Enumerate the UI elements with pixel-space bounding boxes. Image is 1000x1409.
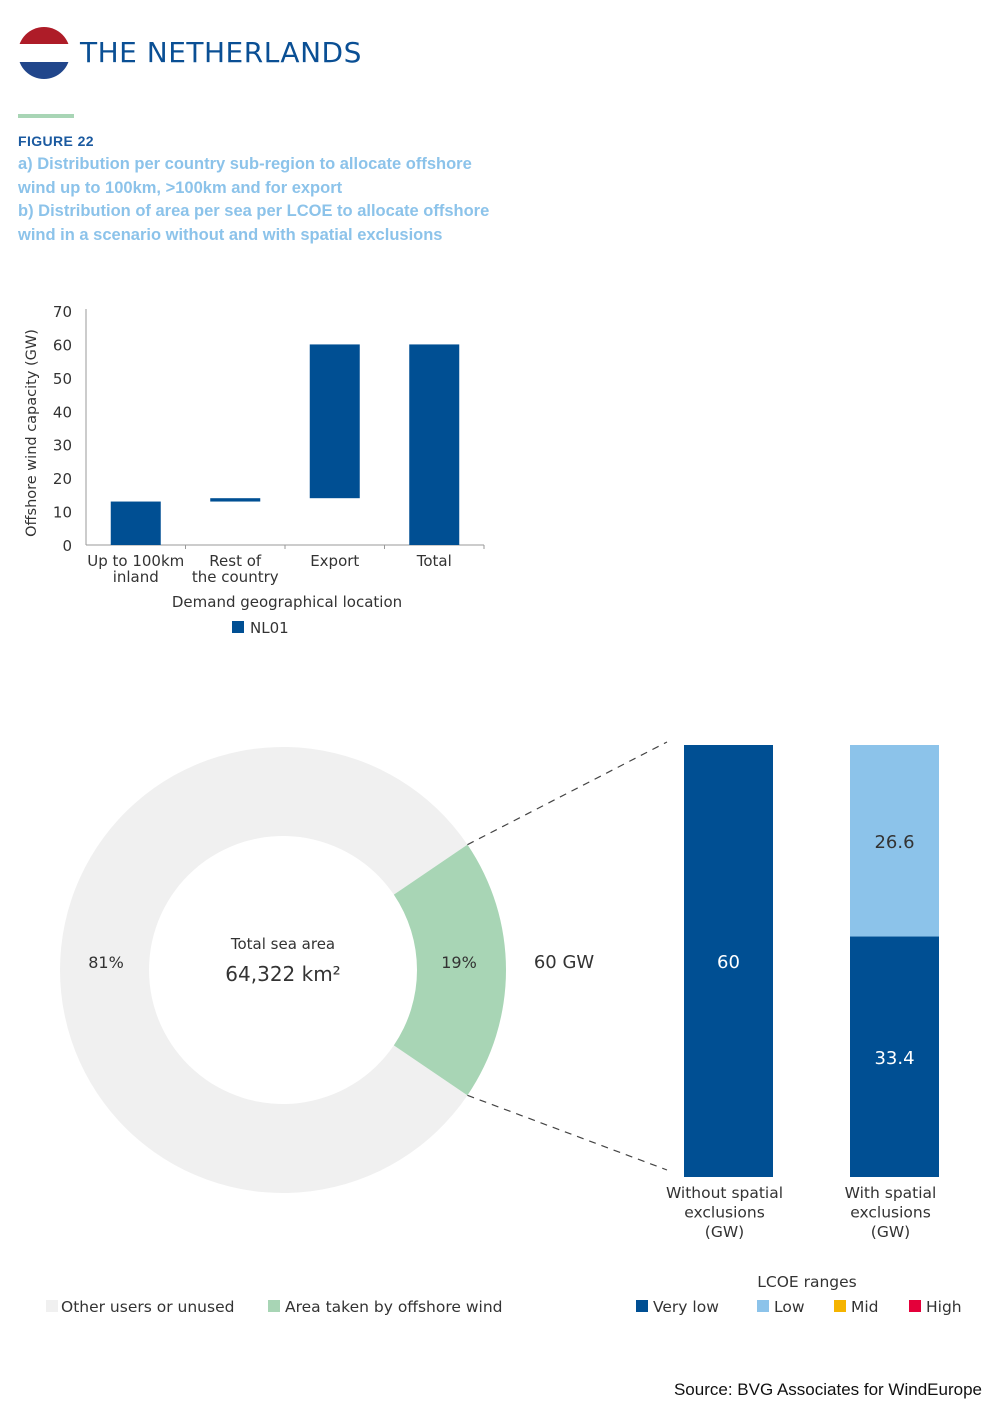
flag-stripe-red — [18, 27, 70, 45]
x-tick-label: exclusions — [684, 1204, 765, 1222]
donut-callout: 60 GW — [534, 952, 595, 973]
legend-swatch — [757, 1300, 769, 1312]
flag-stripe-blue — [18, 61, 70, 79]
stacked-bar-segment — [684, 745, 773, 1177]
stacked-bar-segment — [850, 745, 939, 937]
legend-label: High — [926, 1298, 962, 1316]
x-tick-label: (GW) — [705, 1223, 744, 1241]
netherlands-flag-icon — [18, 27, 70, 79]
y-tick-label: 20 — [53, 470, 72, 488]
legend-swatch — [834, 1300, 846, 1312]
donut-label-other: 81% — [88, 953, 124, 972]
legend-swatch — [232, 621, 244, 633]
y-tick-label: 40 — [53, 403, 72, 421]
accent-divider — [18, 114, 74, 118]
bar — [309, 344, 360, 499]
donut-center-value: 64,322 km² — [225, 962, 340, 986]
donut-slice-offshore — [393, 844, 506, 1096]
legend-swatch — [909, 1300, 921, 1312]
figure-caption-b: b) Distribution of area per sea per LCOE… — [18, 202, 490, 244]
x-axis-title: Demand geographical location — [172, 593, 402, 611]
x-tick-label: Total — [416, 552, 452, 570]
legend-swatch — [46, 1300, 58, 1312]
bar — [210, 498, 261, 502]
x-tick-label: (GW) — [871, 1223, 910, 1241]
y-axis-title: Offshore wind capacity (GW) — [24, 329, 40, 537]
connector-line-top — [467, 741, 668, 846]
x-tick-label: With spatial — [845, 1184, 937, 1202]
bar-value-label: 60 — [717, 952, 740, 973]
legend-label: Low — [774, 1298, 805, 1316]
legend-swatch — [268, 1300, 280, 1312]
x-tick-label: the country — [192, 568, 279, 586]
connector-line-bottom — [467, 1094, 668, 1171]
legend-title: LCOE ranges — [757, 1273, 857, 1291]
x-tick-label: Rest of — [209, 552, 262, 570]
legend-label: Very low — [653, 1298, 719, 1316]
legend-label: Other users or unused — [61, 1298, 234, 1316]
x-tick-label: Export — [310, 552, 359, 570]
bar-value-label: 26.6 — [874, 832, 914, 853]
donut-slice-other — [60, 747, 468, 1194]
x-tick-label: exclusions — [850, 1204, 931, 1222]
y-tick-label: 0 — [62, 537, 72, 555]
x-tick-label: Without spatial — [666, 1184, 783, 1202]
stacked-bar-segment — [850, 936, 939, 1177]
y-tick-label: 10 — [53, 504, 72, 522]
country-title: THE NETHERLANDS — [80, 36, 362, 69]
donut-label-offshore: 19% — [441, 953, 477, 972]
y-tick-label: 60 — [53, 336, 72, 354]
flag-stripe-white — [18, 44, 70, 62]
donut-center-title: Total sea area — [230, 935, 335, 953]
source-note: Source: BVG Associates for WindEurope — [673, 1380, 982, 1399]
bar — [110, 501, 161, 545]
x-tick-label: Up to 100km — [87, 552, 184, 570]
y-tick-label: 70 — [53, 303, 72, 321]
y-tick-label: 50 — [53, 370, 72, 388]
y-tick-label: 30 — [53, 437, 72, 455]
x-tick-label: inland — [113, 568, 159, 586]
legend-label: NL01 — [250, 619, 289, 637]
figure-label: FIGURE 22 — [18, 133, 94, 149]
legend-label: Area taken by offshore wind — [285, 1298, 503, 1316]
figure-caption-a: a) Distribution per country sub-region t… — [18, 155, 472, 197]
bar — [409, 344, 460, 545]
legend-swatch — [636, 1300, 648, 1312]
legend-label: Mid — [851, 1298, 879, 1316]
bar-value-label: 33.4 — [874, 1048, 914, 1069]
